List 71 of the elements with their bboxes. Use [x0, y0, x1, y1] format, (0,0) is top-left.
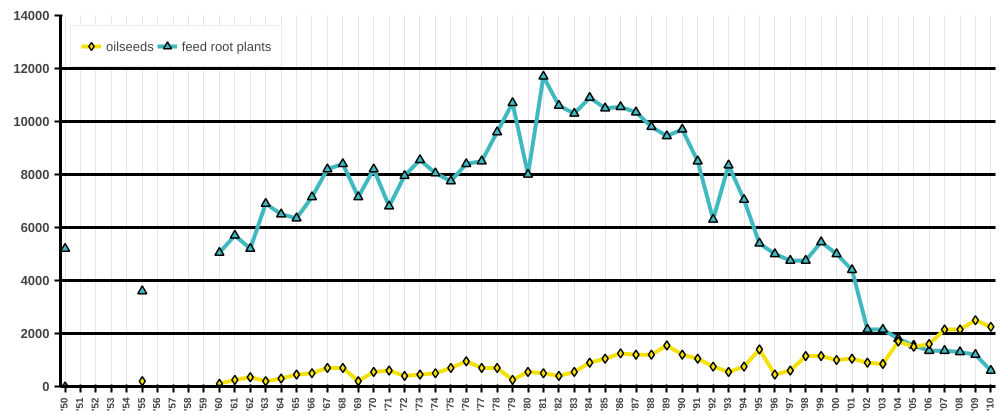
x-tick-label: '55: [136, 397, 148, 411]
x-tick-label: '65: [291, 397, 302, 411]
x-tick-label: '58: [183, 397, 194, 411]
x-tick-label: '88: [646, 397, 657, 411]
x-tick-label: '04: [892, 397, 904, 411]
x-tick-label: '96: [769, 397, 780, 411]
x-tick-label: '82: [553, 397, 564, 411]
x-tick-label: '97: [784, 397, 796, 411]
x-tick-label: '09: [970, 397, 981, 411]
x-tick-label: '05: [908, 397, 920, 411]
x-tick-label: '62: [244, 397, 256, 411]
x-tick-label: '75: [445, 397, 456, 411]
x-tick-label: '53: [106, 397, 117, 411]
y-tick-label: 14000: [13, 8, 50, 23]
x-tick-label: '68: [337, 397, 348, 411]
x-tick-label: '81: [538, 397, 549, 411]
x-tick-label: '84: [584, 397, 596, 411]
x-tick-label: '73: [414, 397, 426, 411]
x-tick-label: '03: [877, 397, 888, 411]
x-tick-label: '52: [90, 397, 102, 411]
x-tick-label: '69: [352, 397, 364, 411]
x-tick-label: '78: [492, 397, 503, 411]
x-tick-label: '67: [322, 397, 333, 411]
x-tick-label: '90: [676, 397, 688, 411]
x-tick-label: '93: [723, 397, 734, 411]
x-tick-label: '87: [630, 397, 642, 411]
x-tick-label: '74: [430, 397, 441, 411]
x-tick-label: '07: [939, 397, 950, 411]
x-tick-label: '64: [276, 397, 287, 411]
x-tick-label: '50: [60, 397, 71, 411]
x-tick-label: '98: [800, 397, 812, 411]
x-tick-label: '79: [507, 397, 518, 411]
legend-label: feed root plants: [182, 38, 272, 54]
x-tick-label: '01: [846, 397, 858, 411]
y-tick-label: 10000: [13, 114, 50, 129]
x-tick-label: '76: [460, 397, 472, 411]
x-tick-label: '70: [368, 397, 380, 411]
x-tick-label: '83: [568, 397, 580, 411]
x-tick-label: '99: [816, 397, 827, 411]
x-tick-label: '72: [399, 397, 410, 411]
x-tick-label: '57: [168, 397, 179, 411]
x-tick-label: '80: [522, 397, 534, 411]
y-tick-label: 12000: [13, 61, 50, 76]
y-tick-label: 4000: [20, 273, 50, 288]
x-tick-label: '91: [692, 397, 704, 411]
y-tick-label: 6000: [20, 220, 50, 235]
x-tick-label: '02: [862, 397, 873, 411]
x-tick-label: '61: [229, 397, 240, 411]
x-tick-label: '92: [708, 397, 719, 411]
y-tick-label: 8000: [20, 167, 50, 182]
x-tick-label: '71: [384, 397, 395, 411]
x-tick-label: '06: [924, 397, 935, 411]
x-tick-label: '89: [661, 397, 672, 411]
x-tick-label: '00: [831, 397, 842, 411]
x-tick-label: '86: [615, 397, 626, 411]
x-tick-label: '59: [198, 397, 210, 411]
x-tick-label: '51: [75, 397, 86, 411]
x-tick-label: '77: [476, 397, 488, 411]
y-tick-label: 0: [42, 379, 50, 394]
x-tick-label: '56: [152, 397, 164, 411]
x-tick-label: '85: [600, 397, 611, 411]
x-tick-label: '10: [985, 397, 996, 411]
x-tick-label: '63: [260, 397, 272, 411]
y-tick-label: 2000: [20, 326, 50, 341]
legend-label: oilseeds: [106, 38, 154, 54]
x-tick-label: '94: [738, 397, 750, 411]
x-tick-label: '54: [121, 397, 132, 411]
x-tick-label: '66: [306, 397, 318, 411]
x-tick-label: '95: [754, 397, 765, 411]
x-tick-label: '60: [214, 397, 225, 411]
x-tick-label: '08: [954, 397, 966, 411]
